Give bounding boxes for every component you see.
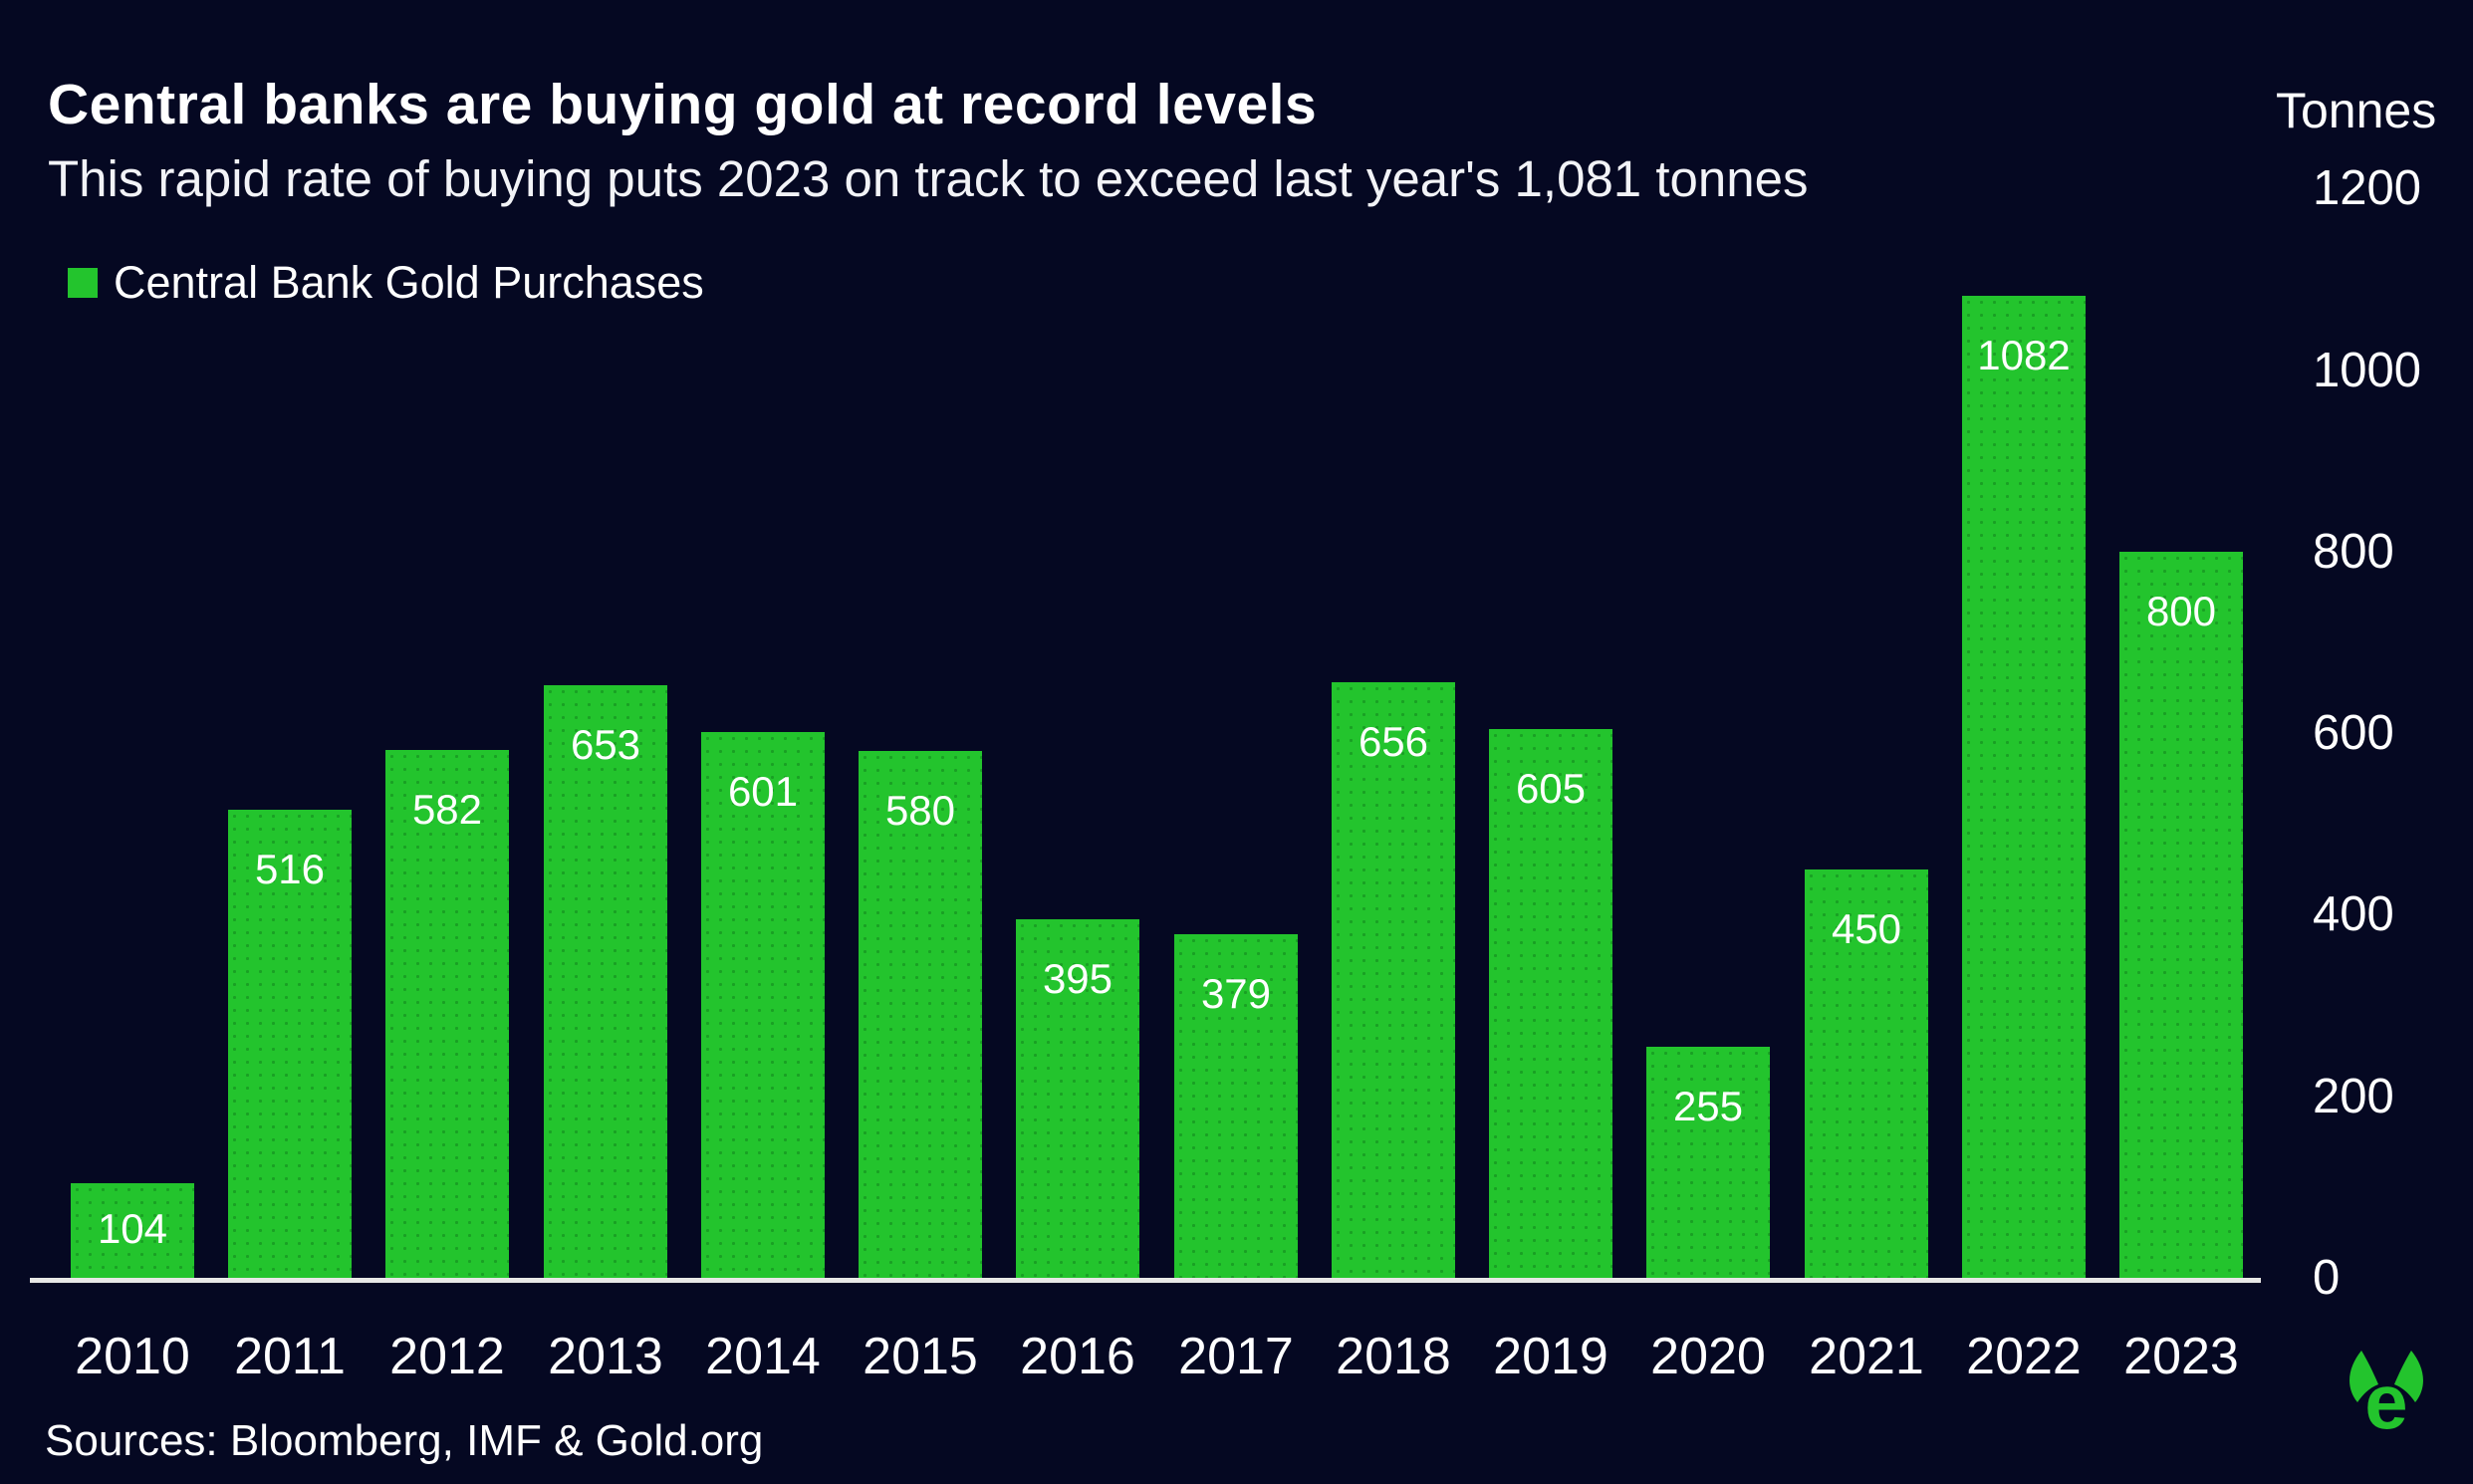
x-axis-baseline — [30, 1278, 2261, 1283]
bar-value-label: 516 — [254, 846, 326, 892]
bull-left-horn-icon — [2349, 1351, 2378, 1402]
y-tick-label: 800 — [2313, 525, 2394, 579]
x-tick-label: 2016 — [1020, 1328, 1135, 1385]
y-tick-label: 400 — [2313, 887, 2394, 941]
x-tick-label: 2015 — [863, 1328, 978, 1385]
bar-value-label: 653 — [570, 721, 641, 768]
bar-2017: 379 — [1174, 934, 1298, 1278]
y-tick-label: 0 — [2313, 1251, 2341, 1305]
bar-2019: 605 — [1489, 729, 1612, 1278]
y-tick-label: 200 — [2313, 1070, 2394, 1123]
chart-subtitle: This rapid rate of buying puts 2023 on t… — [48, 150, 1809, 207]
bar-2016: 395 — [1016, 919, 1139, 1278]
chart-title: Central banks are buying gold at record … — [48, 73, 1318, 136]
x-tick-label: 2021 — [1809, 1328, 1924, 1385]
bar-2013: 653 — [544, 685, 667, 1278]
x-tick-label: 2017 — [1178, 1328, 1294, 1385]
bar-2021: 450 — [1805, 869, 1928, 1278]
x-tick-label: 2023 — [2123, 1328, 2239, 1385]
y-axis-unit-label: Tonnes — [2276, 83, 2437, 138]
legend-label: Central Bank Gold Purchases — [114, 257, 704, 308]
bar-2018: 656 — [1332, 682, 1455, 1278]
x-tick-label: 2020 — [1650, 1328, 1766, 1385]
x-tick-label: 2013 — [548, 1328, 663, 1385]
bar-2023: 800 — [2119, 552, 2243, 1278]
bar-value-label: 580 — [884, 787, 956, 834]
etoro-bull-logo: e — [2349, 1351, 2423, 1445]
x-tick-label: 2022 — [1966, 1328, 2082, 1385]
bar-value-label: 582 — [411, 786, 483, 833]
bar-2020: 255 — [1646, 1047, 1770, 1278]
y-tick-label: 1000 — [2313, 344, 2422, 397]
bar-2012: 582 — [385, 750, 509, 1278]
bar-2022: 1082 — [1962, 296, 2086, 1278]
source-note: Sources: Bloomberg, IMF & Gold.org — [45, 1416, 764, 1465]
x-tick-label: 2019 — [1493, 1328, 1608, 1385]
bar-value-label: 1082 — [1977, 332, 2071, 378]
bull-e-glyph: e — [2364, 1358, 2407, 1445]
bar-value-label: 104 — [97, 1205, 168, 1252]
bar-value-label: 800 — [2145, 588, 2217, 634]
y-tick-label: 1200 — [2313, 161, 2422, 215]
bar-value-label: 379 — [1200, 970, 1272, 1017]
bar-value-label: 255 — [1672, 1083, 1744, 1129]
bar-2011: 516 — [228, 810, 352, 1278]
bar-value-label: 601 — [727, 768, 799, 815]
bar-2014: 601 — [701, 732, 825, 1278]
legend-swatch-icon — [68, 268, 98, 298]
x-tick-label: 2010 — [75, 1328, 190, 1385]
x-tick-label: 2012 — [389, 1328, 505, 1385]
bar-2010: 104 — [71, 1183, 194, 1278]
x-tick-label: 2018 — [1336, 1328, 1451, 1385]
bull-right-horn-icon — [2394, 1351, 2423, 1402]
legend: Central Bank Gold Purchases — [68, 257, 704, 309]
bar-value-label: 395 — [1042, 955, 1113, 1002]
bar-value-label: 656 — [1358, 718, 1429, 765]
x-tick-label: 2011 — [234, 1328, 346, 1385]
y-tick-label: 600 — [2313, 706, 2394, 760]
bar-2015: 580 — [859, 751, 982, 1278]
bar-value-label: 605 — [1515, 765, 1587, 812]
bar-value-label: 450 — [1831, 905, 1902, 952]
x-tick-label: 2014 — [705, 1328, 821, 1385]
